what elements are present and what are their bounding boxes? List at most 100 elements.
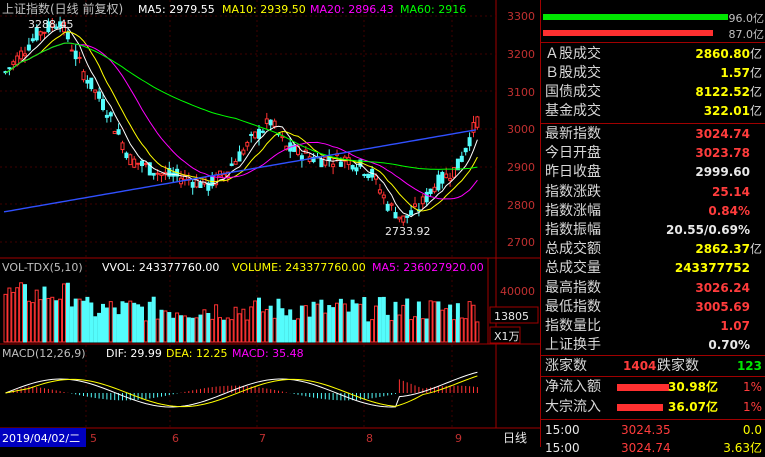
volume-bar[interactable]: [89, 302, 94, 343]
volume-bar[interactable]: [62, 283, 66, 343]
volume-bar[interactable]: [155, 318, 160, 343]
volume-bar[interactable]: [381, 296, 386, 343]
candle-body[interactable]: [104, 114, 109, 118]
volume-bar[interactable]: [132, 302, 137, 343]
candle-body[interactable]: [268, 119, 273, 126]
volume-bar[interactable]: [401, 304, 406, 343]
candle-body[interactable]: [260, 130, 265, 133]
candle-body[interactable]: [323, 156, 328, 166]
candle-body[interactable]: [428, 188, 433, 194]
candle-body[interactable]: [374, 175, 378, 180]
volume-bar[interactable]: [159, 309, 164, 343]
volume-bar[interactable]: [194, 317, 199, 343]
volume-bar[interactable]: [276, 298, 281, 343]
candle-body[interactable]: [338, 161, 343, 167]
candle-body[interactable]: [116, 129, 121, 135]
volume-bar[interactable]: [467, 301, 472, 343]
volume-bar[interactable]: [210, 318, 215, 343]
candle-body[interactable]: [167, 167, 172, 177]
macd-histogram[interactable]: [5, 371, 478, 408]
volume-bar[interactable]: [319, 299, 324, 343]
volume-bar[interactable]: [77, 298, 82, 343]
period-label[interactable]: 日线: [503, 431, 527, 445]
volume-bar[interactable]: [38, 299, 43, 343]
volume-bar[interactable]: [440, 309, 445, 343]
volume-bar[interactable]: [370, 319, 375, 343]
volume-bar[interactable]: [233, 306, 238, 343]
volume-bar[interactable]: [124, 302, 129, 343]
volume-bar[interactable]: [225, 317, 230, 343]
volume-bar[interactable]: [288, 309, 293, 343]
volume-bar[interactable]: [85, 296, 90, 343]
volume-bar[interactable]: [362, 297, 367, 343]
volume-bar[interactable]: [296, 318, 300, 343]
volume-bar[interactable]: [315, 303, 320, 343]
volume-bar[interactable]: [405, 298, 410, 343]
volume-bar[interactable]: [377, 297, 382, 343]
kline-chart-area[interactable]: 上证指数(日线 前复权) MA5: 2979.55 MA10: 2939.50 …: [0, 0, 540, 447]
candle-body[interactable]: [362, 174, 367, 177]
volume-bar[interactable]: [15, 287, 20, 343]
volume-bar[interactable]: [257, 297, 261, 343]
volume-bar[interactable]: [218, 317, 222, 343]
volume-bar[interactable]: [69, 306, 74, 343]
candle-body[interactable]: [350, 164, 355, 170]
candle-body[interactable]: [147, 162, 152, 176]
volume-bar[interactable]: [292, 319, 297, 343]
volume-bar[interactable]: [81, 300, 86, 343]
candle-body[interactable]: [413, 203, 417, 207]
candle-body[interactable]: [272, 120, 277, 127]
volume-bar[interactable]: [182, 315, 187, 343]
candle-body[interactable]: [143, 162, 148, 166]
candle-body[interactable]: [444, 173, 449, 179]
volume-bar[interactable]: [420, 318, 425, 343]
volume-bar[interactable]: [101, 303, 105, 343]
candle-body[interactable]: [245, 141, 250, 147]
candle-body[interactable]: [432, 186, 437, 193]
volume-bar[interactable]: [374, 305, 378, 343]
volume-bar[interactable]: [19, 282, 24, 343]
candle-body[interactable]: [459, 155, 464, 162]
candle-body[interactable]: [69, 49, 74, 52]
candle-body[interactable]: [54, 26, 59, 29]
volume-bar[interactable]: [335, 302, 339, 343]
volume-bar[interactable]: [327, 305, 332, 343]
volume-bar[interactable]: [186, 317, 191, 343]
candle-body[interactable]: [452, 166, 456, 178]
candle-body[interactable]: [11, 61, 16, 65]
candle-body[interactable]: [377, 189, 382, 194]
candle-body[interactable]: [401, 215, 406, 223]
volume-bar[interactable]: [428, 300, 433, 343]
volume-bar[interactable]: [444, 308, 449, 343]
candle-body[interactable]: [455, 158, 460, 171]
volume-bar[interactable]: [190, 317, 195, 343]
candle-body[interactable]: [38, 31, 43, 36]
volume-bar[interactable]: [413, 316, 417, 343]
candle-body[interactable]: [155, 172, 160, 175]
volume-bar[interactable]: [268, 305, 273, 343]
candle-body[interactable]: [475, 116, 480, 128]
volume-bar[interactable]: [143, 320, 148, 343]
volume-bar[interactable]: [303, 305, 308, 343]
volume-bar[interactable]: [104, 307, 109, 343]
candle-body[interactable]: [381, 194, 386, 199]
candle-body[interactable]: [58, 21, 63, 28]
volume-bar[interactable]: [108, 301, 113, 343]
candle-body[interactable]: [448, 177, 453, 181]
candle-body[interactable]: [393, 212, 398, 219]
volume-bar[interactable]: [214, 304, 219, 343]
candle-body[interactable]: [331, 163, 336, 168]
candle-body[interactable]: [85, 79, 90, 84]
volume-bar[interactable]: [65, 282, 70, 343]
volume-bar[interactable]: [128, 300, 133, 343]
candle-body[interactable]: [112, 130, 117, 134]
volume-bar[interactable]: [409, 319, 414, 343]
volume-bar[interactable]: [307, 316, 312, 343]
volume-bar[interactable]: [448, 304, 453, 343]
volume-bar[interactable]: [463, 318, 468, 343]
candle-body[interactable]: [405, 215, 410, 218]
candle-body[interactable]: [249, 133, 254, 136]
volume-bar[interactable]: [241, 308, 246, 343]
volume-bar[interactable]: [179, 315, 183, 343]
candle-body[interactable]: [467, 137, 472, 147]
